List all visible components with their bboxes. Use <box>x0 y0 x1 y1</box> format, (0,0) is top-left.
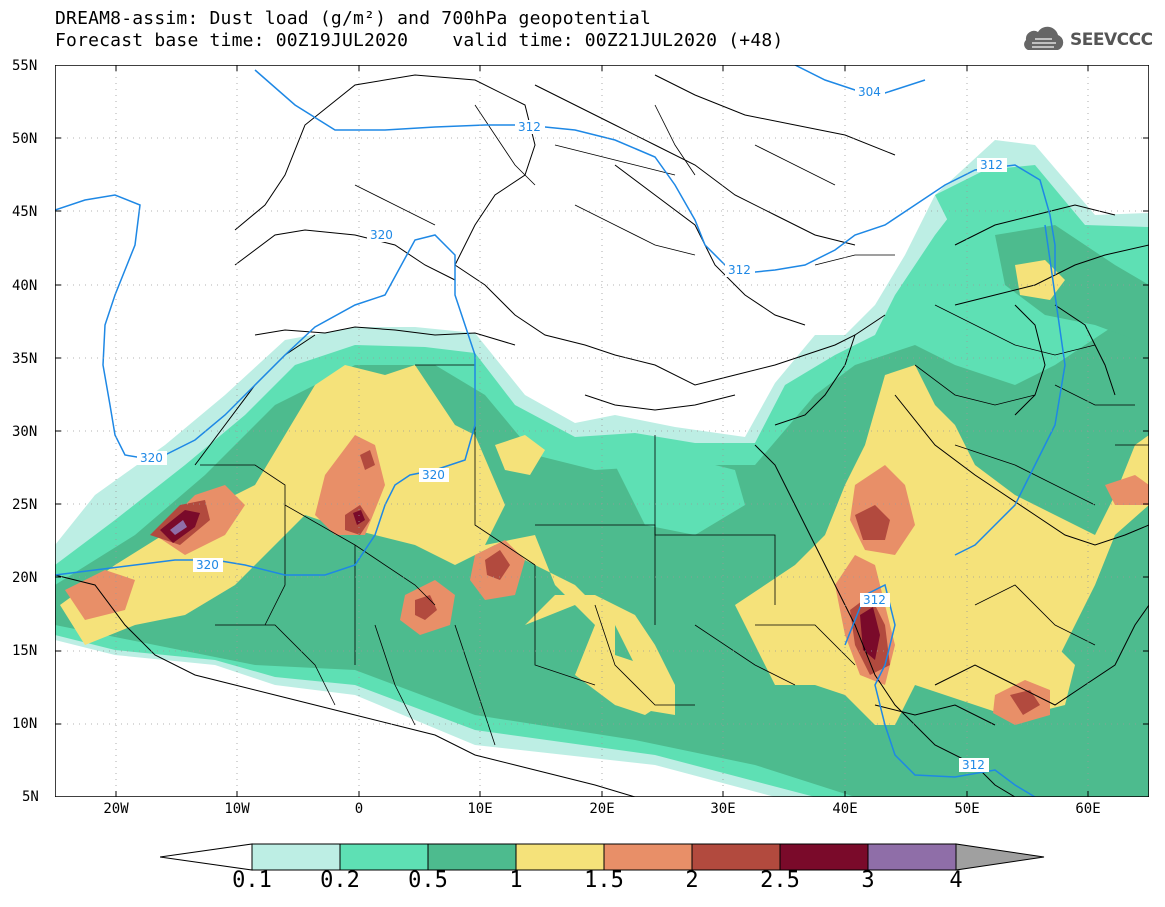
frame-ticks <box>55 65 1149 797</box>
lat-tick-label: 20N <box>12 570 37 586</box>
colorbar-bin <box>691 843 781 871</box>
colorbar-bin <box>427 843 517 871</box>
colorbar-bin <box>779 843 869 871</box>
colorbar-min-arrow <box>160 843 253 871</box>
lon-tick-label: 10E <box>467 801 492 817</box>
colorbar-label: 0.1 <box>232 868 272 893</box>
lon-tick-label: 20W <box>103 801 129 817</box>
colorbar-label: 0.5 <box>408 868 448 893</box>
contour-labels: 304 312 312 312 312 312 320 320 320 320 <box>137 85 1007 772</box>
colorbar-label: 1 <box>509 868 523 893</box>
seevccc-logo: SEEVCCC <box>1018 26 1153 54</box>
colorbar-label: 2 <box>685 868 699 893</box>
colorbar <box>160 843 1045 871</box>
colorbar-bin <box>339 843 429 871</box>
colorbar-label: 1.5 <box>584 868 624 893</box>
contour-label: 320 <box>370 228 393 242</box>
lat-tick-label: 30N <box>12 424 37 440</box>
contour-label: 304 <box>858 85 881 99</box>
logo-text: SEEVCCC <box>1070 30 1153 50</box>
colorbar-label: 4 <box>949 868 963 893</box>
colorbar-label: 3 <box>861 868 875 893</box>
colorbar-label: 0.2 <box>320 868 360 893</box>
lon-tick-label: 10W <box>224 801 250 817</box>
dust-load-map: 304 312 312 312 312 312 320 320 320 320 <box>55 65 1149 797</box>
lon-tick-label: 50E <box>954 801 979 817</box>
contour-label: 320 <box>140 451 163 465</box>
lat-tick-label: 45N <box>12 204 37 220</box>
lon-tick-label: 60E <box>1075 801 1100 817</box>
contour-label: 312 <box>518 120 541 134</box>
contour-label: 312 <box>863 593 886 607</box>
country-borders <box>200 104 1149 746</box>
contour-label: 320 <box>196 558 219 572</box>
colorbar-bin <box>515 843 605 871</box>
lat-tick-label: 55N <box>12 58 37 74</box>
lat-tick-label: 5N <box>22 789 39 805</box>
lon-tick-label: 40E <box>832 801 857 817</box>
colorbar-max-arrow <box>955 843 1045 871</box>
lat-tick-label: 40N <box>12 278 37 294</box>
cloud-icon <box>1024 26 1064 50</box>
lat-tick-label: 15N <box>12 643 37 659</box>
contour-label: 312 <box>962 758 985 772</box>
colorbar-bin <box>251 843 341 871</box>
map-title: DREAM8-assim: Dust load (g/m²) and 700hP… <box>55 8 651 29</box>
colorbar-bin <box>867 843 957 871</box>
contour-312-east <box>954 224 1066 556</box>
contour-312-south <box>844 583 1036 797</box>
lat-tick-label: 25N <box>12 497 37 513</box>
colorbar-label: 2.5 <box>760 868 800 893</box>
contour-label: 320 <box>422 468 445 482</box>
lon-tick-labels: 20W 10W 0 10E 20E 30E 40E 50E 60E <box>103 801 1100 817</box>
lat-tick-label: 35N <box>12 351 37 367</box>
lon-tick-label: 20E <box>589 801 614 817</box>
lat-tick-label: 10N <box>12 716 37 732</box>
lat-tick-labels: 55N 50N 45N 40N 35N 30N 25N 20N 15N 10N … <box>12 58 39 805</box>
forecast-time-subtitle: Forecast base time: 00Z19JUL2020 valid t… <box>55 30 784 51</box>
grid <box>55 65 1149 797</box>
contour-label: 312 <box>980 158 1003 172</box>
contour-label: 312 <box>728 263 751 277</box>
plot-area: 304 312 312 312 312 312 320 320 320 320 <box>55 65 1149 797</box>
lon-tick-label: 30E <box>710 801 735 817</box>
lon-tick-label: 0 <box>355 801 363 817</box>
lat-tick-label: 50N <box>12 131 37 147</box>
colorbar-bin <box>603 843 693 871</box>
